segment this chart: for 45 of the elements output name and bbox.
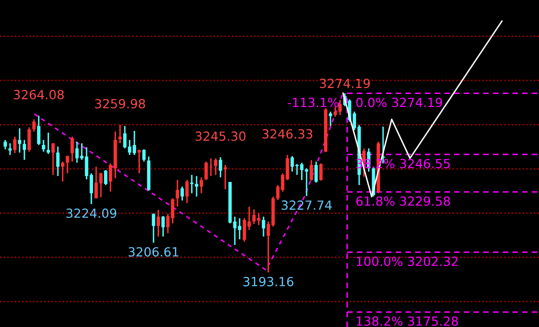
annotation: 3246.33 xyxy=(262,129,312,139)
candlestick xyxy=(262,216,266,238)
candlestick xyxy=(118,124,122,144)
annotation: 3193.16 xyxy=(243,276,294,286)
candlestick xyxy=(310,159,314,182)
annotation: 3259.98 xyxy=(95,98,146,108)
candlestick xyxy=(22,139,26,161)
candlestick xyxy=(32,118,36,132)
candlestick xyxy=(60,160,64,182)
candlestick xyxy=(314,160,318,184)
candlestick xyxy=(224,164,227,190)
annotation: 3274.19 xyxy=(320,78,370,88)
candlestick xyxy=(4,139,7,150)
candlestick xyxy=(180,186,184,202)
ref-line-label: 61.8% 3229.58 xyxy=(356,196,450,206)
candlestick xyxy=(18,128,22,154)
candlestick xyxy=(142,148,146,162)
candlestick xyxy=(156,209,160,238)
candlestick xyxy=(200,176,204,194)
annotation: 3264.08 xyxy=(14,90,64,100)
candlestick xyxy=(28,126,31,152)
annotation: -113.1% xyxy=(288,98,339,108)
candlestick xyxy=(37,114,40,146)
annotation: 3227.74 xyxy=(282,200,332,210)
candlestick xyxy=(161,215,165,238)
annotation: 3224.09 xyxy=(66,208,116,218)
candlestick xyxy=(334,106,337,118)
ref-line-label: 138.2% 3175.28 xyxy=(356,316,458,326)
candlestick xyxy=(176,179,180,208)
ref-line-label: 100.0% 3202.32 xyxy=(356,256,458,266)
candlestick xyxy=(190,174,194,194)
candlestick xyxy=(138,149,141,174)
annotation: 3206.61 xyxy=(128,247,178,257)
candlestick xyxy=(104,169,108,186)
ref-line-label: 0.0% 3274.19 xyxy=(356,98,442,108)
candlestick xyxy=(13,136,16,154)
candlestick xyxy=(70,136,74,162)
candlestick xyxy=(51,142,55,176)
candlestick xyxy=(152,212,156,244)
candlestick xyxy=(46,132,50,155)
candlestick xyxy=(214,158,218,176)
candlestick xyxy=(56,146,60,177)
candlestick xyxy=(319,162,323,182)
candlestick xyxy=(185,179,189,204)
annotation: 3245.30 xyxy=(196,131,246,141)
